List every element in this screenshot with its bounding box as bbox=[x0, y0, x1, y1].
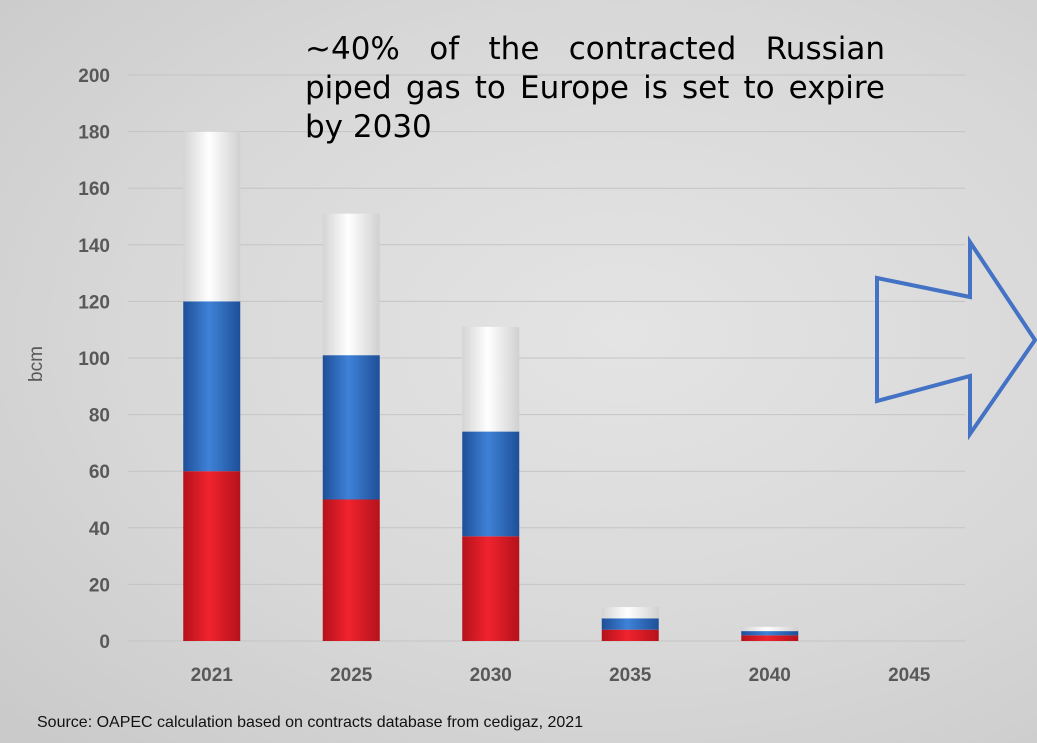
right-arrow-icon bbox=[875, 235, 1037, 441]
x-axis-tick-labels: 2021 2025 2030 2035 2040 2045 bbox=[191, 665, 931, 686]
bar-segment-2040-1 bbox=[741, 631, 799, 636]
y-tick-label: 40 bbox=[89, 519, 110, 540]
y-tick-label: 100 bbox=[78, 349, 110, 370]
bar-segment-2021-1 bbox=[183, 301, 241, 472]
y-tick-label: 80 bbox=[89, 406, 110, 427]
x-tick-label: 2040 bbox=[749, 665, 791, 686]
bar-segment-2030-0 bbox=[462, 536, 520, 641]
bar-segment-2040-0 bbox=[741, 635, 799, 641]
bar-segment-2021-2 bbox=[183, 131, 241, 302]
x-tick-label: 2045 bbox=[888, 665, 931, 686]
bar-segment-2035-1 bbox=[601, 618, 659, 630]
bar-segment-2025-1 bbox=[322, 355, 380, 500]
y-tick-label: 0 bbox=[99, 632, 110, 653]
bar-segment-2035-0 bbox=[601, 629, 659, 641]
y-tick-label: 20 bbox=[89, 575, 110, 596]
bars bbox=[183, 131, 799, 641]
source-note: Source: OAPEC calculation based on contr… bbox=[37, 714, 584, 731]
y-tick-label: 60 bbox=[89, 462, 110, 483]
bar-segment-2021-0 bbox=[183, 471, 241, 641]
y-tick-label: 180 bbox=[78, 123, 110, 144]
x-tick-label: 2021 bbox=[191, 665, 234, 686]
gridlines bbox=[128, 74, 965, 642]
y-tick-label: 120 bbox=[78, 292, 110, 313]
bar-segment-2025-0 bbox=[322, 499, 380, 641]
y-axis-tick-labels: 0 20 40 60 80 100 120 140 160 180 200 bbox=[78, 66, 110, 653]
x-tick-label: 2025 bbox=[330, 665, 373, 686]
bar-segment-2035-2 bbox=[601, 607, 659, 619]
x-tick-label: 2030 bbox=[470, 665, 512, 686]
bar-segment-2040-2 bbox=[741, 626, 799, 632]
y-axis-title: bcm bbox=[26, 346, 47, 382]
bar-segment-2025-2 bbox=[322, 213, 380, 356]
y-tick-label: 160 bbox=[78, 179, 110, 200]
bar-segment-2030-2 bbox=[462, 326, 520, 432]
x-tick-label: 2035 bbox=[609, 665, 652, 686]
annotation-text: ~40% of the contracted Russian piped gas… bbox=[305, 31, 885, 145]
bar-segment-2030-1 bbox=[462, 431, 520, 537]
y-tick-label: 140 bbox=[78, 236, 110, 257]
y-tick-label: 200 bbox=[78, 66, 110, 87]
